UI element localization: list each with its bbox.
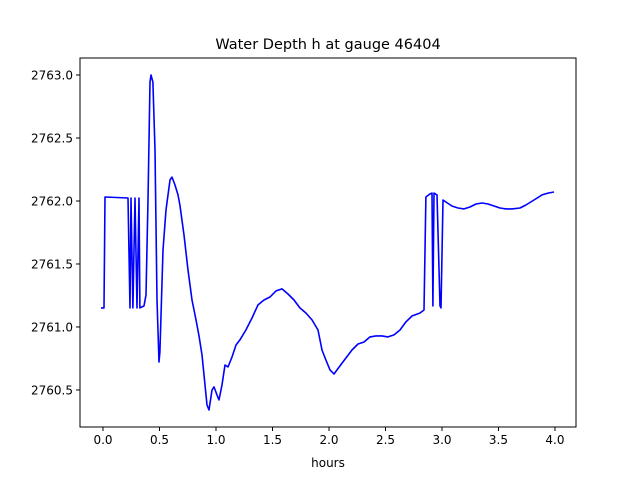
series-line-h	[101, 74, 555, 411]
x-tick-label: 1.0	[206, 433, 225, 447]
x-axis: 0.0 0.5 1.0 1.5 2.0 2.5 3.0 3.5 4.0	[93, 427, 565, 447]
x-tick-label: 2.0	[319, 433, 338, 447]
y-axis: 2760.5 2761.0 2761.5 2762.0 2762.5 2763.0	[31, 69, 80, 397]
plot-area	[101, 74, 555, 411]
y-tick-label: 2762.0	[31, 194, 73, 208]
x-tick-label: 2.5	[376, 433, 395, 447]
x-axis-label: hours	[311, 456, 345, 470]
axes-frame	[79, 57, 577, 428]
x-tick-label: 1.5	[263, 433, 282, 447]
y-tick-label: 2763.0	[31, 69, 73, 83]
x-tick-label: 0.5	[150, 433, 169, 447]
x-tick-label: 3.5	[489, 433, 508, 447]
y-tick-label: 2761.0	[31, 320, 73, 334]
x-tick-label: 4.0	[545, 433, 564, 447]
chart-title: Water Depth h at gauge 46404	[215, 37, 440, 53]
y-tick-label: 2761.5	[31, 257, 73, 271]
x-tick-label: 0.0	[93, 433, 112, 447]
y-tick-label: 2762.5	[31, 131, 73, 145]
y-tick-label: 2760.5	[31, 383, 73, 397]
x-tick-label: 3.0	[432, 433, 451, 447]
